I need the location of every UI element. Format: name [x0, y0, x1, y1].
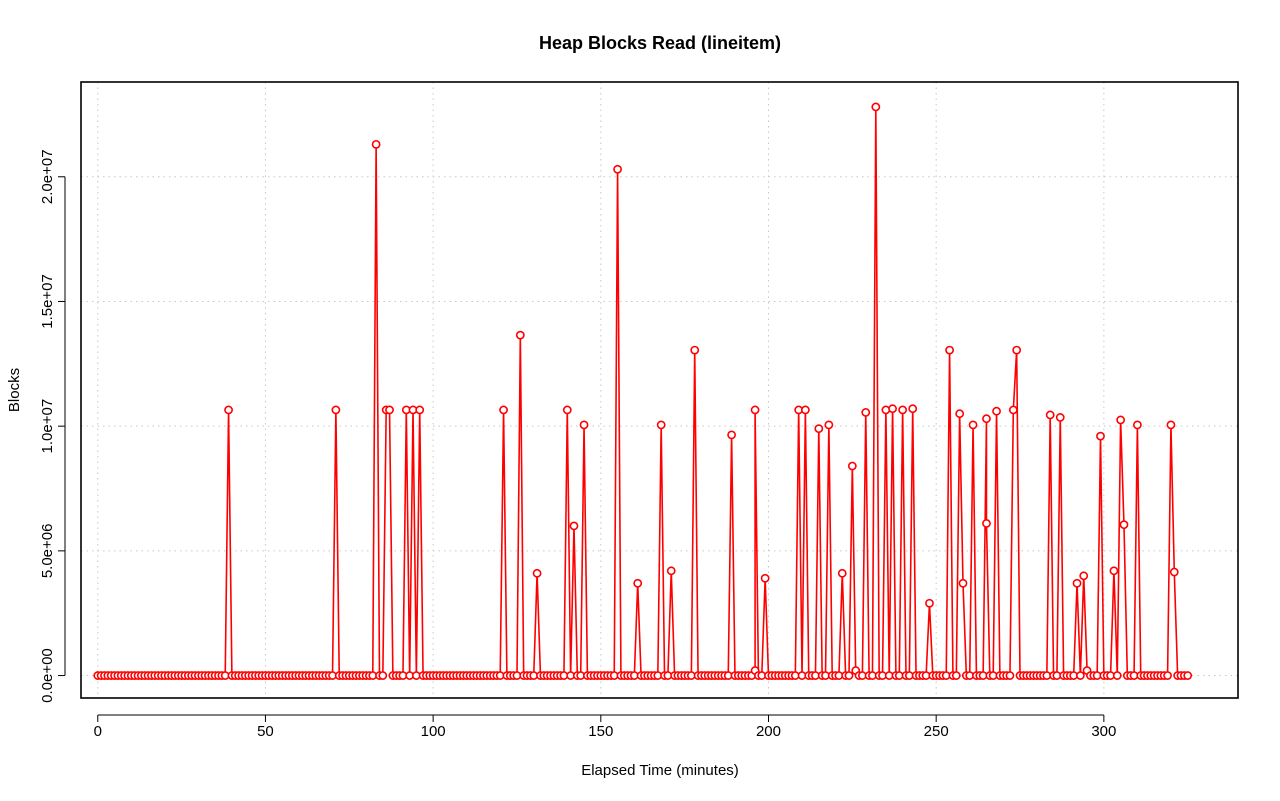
data-point: [331, 405, 341, 415]
data-point: [750, 405, 760, 415]
data-point: [898, 405, 908, 415]
data-point: [1005, 671, 1015, 680]
data-point: [1109, 566, 1119, 576]
data-point: [968, 420, 978, 430]
data-point: [1112, 671, 1122, 680]
data-point: [1045, 410, 1055, 420]
x-axis-label: Elapsed Time (minutes): [581, 762, 739, 779]
data-point: [982, 519, 991, 528]
data-point: [532, 568, 542, 578]
data-point: [371, 139, 381, 149]
x-tick-label: 150: [588, 723, 613, 740]
y-tick-label: 1.5e+07: [39, 274, 56, 329]
x-tick-label: 200: [756, 723, 781, 740]
data-point: [1096, 431, 1105, 441]
data-point: [844, 671, 854, 680]
y-tick-label: 2.0e+07: [39, 149, 56, 204]
data-point: [1079, 571, 1089, 581]
data-point: [656, 420, 666, 430]
series-heap-blocks-read: [93, 102, 1193, 680]
data-point: [613, 164, 622, 174]
data-point: [982, 414, 991, 424]
data-point: [1008, 405, 1018, 415]
data-point: [951, 671, 961, 680]
data-point: [579, 420, 589, 430]
data-point: [1166, 420, 1176, 430]
data-point: [1075, 671, 1085, 680]
data-point: [861, 408, 871, 417]
data-point: [1116, 415, 1126, 425]
data-point: [727, 430, 736, 440]
data-point: [824, 420, 834, 430]
data-point: [958, 578, 968, 588]
data-point: [385, 405, 394, 415]
data-point: [1072, 578, 1082, 588]
data-point: [690, 345, 700, 355]
x-tick-label: 250: [924, 723, 949, 740]
y-tick-label: 1.0e+07: [39, 399, 56, 454]
data-point: [1183, 671, 1193, 680]
data-point: [955, 409, 965, 419]
data-point: [925, 598, 934, 608]
y-tick-label: 0.0e+00: [39, 648, 56, 703]
chart-title: Heap Blocks Read (lineitem): [539, 33, 781, 53]
data-point: [569, 521, 579, 531]
data-point: [666, 566, 676, 576]
data-point: [847, 461, 857, 471]
data-point: [871, 102, 881, 112]
data-point: [1119, 520, 1129, 530]
x-tick-label: 300: [1091, 723, 1116, 740]
data-point: [415, 405, 425, 415]
data-point: [1163, 671, 1172, 680]
data-point: [800, 405, 810, 415]
data-point: [837, 568, 847, 578]
data-point: [515, 330, 525, 340]
data-point: [992, 406, 1001, 416]
plot-frame: [80, 81, 1239, 699]
x-tick-label: 0: [94, 723, 102, 740]
data-point: [888, 404, 897, 414]
data-point: [1055, 413, 1065, 422]
y-tick-label: 5.0e+06: [39, 524, 56, 579]
data-point: [499, 405, 508, 415]
y-axis-label: Blocks: [6, 368, 23, 412]
data-point: [1169, 567, 1179, 577]
data-point: [945, 345, 954, 355]
x-tick-label: 50: [257, 723, 274, 740]
data-point: [1012, 345, 1022, 355]
data-point: [378, 671, 388, 680]
x-tick-label: 100: [421, 723, 446, 740]
data-point: [814, 424, 824, 434]
axes: 0 50 100 150 200 250 300 0.0e+00 5.0e+06 1.0e+07 1…: [39, 149, 1116, 740]
series-line: [97, 106, 1188, 677]
data-point: [1132, 420, 1142, 430]
data-point: [562, 405, 572, 415]
data-point: [760, 573, 770, 583]
data-point: [908, 404, 918, 414]
data-point: [224, 405, 233, 415]
data-point: [633, 578, 643, 588]
